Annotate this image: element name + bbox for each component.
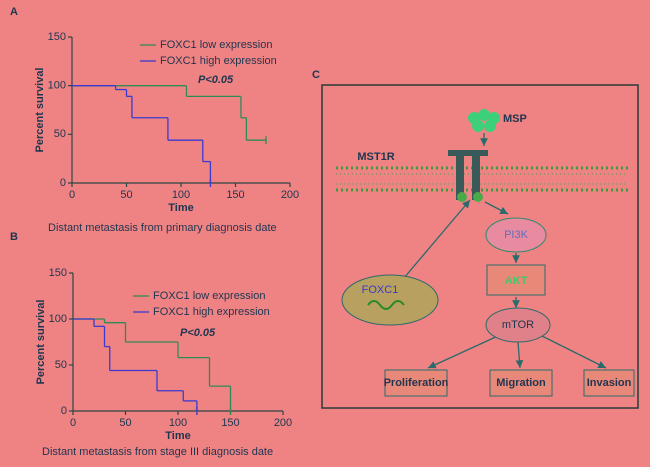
mtor-node [485,307,551,343]
x-tick-label: 200 [274,417,292,429]
x-tick-label: 0 [70,417,76,429]
x-tick-label: 150 [221,417,239,429]
diagram: C MSP MST1R FOXC1 PI3K AKT mTOR Prolifer… [312,69,639,409]
caption: Distant metastasis from primary diagnosi… [48,222,277,234]
membrane-tails [336,173,628,185]
gene-label: FOXC1 [362,284,399,296]
msp-icon [468,109,500,132]
x-axis-label: Time [165,430,190,442]
node-label: PI3K [504,229,529,241]
x-tick-label: 50 [119,417,131,429]
y-axis-label: Percent survival [34,68,46,153]
legend-label: FOXC1 high expression [160,55,277,67]
outcome-box [384,369,448,397]
outcome-box [583,369,635,397]
dna-icon [367,300,405,310]
annotation: P<0.05 [180,327,216,339]
foxc1-node [341,274,439,326]
y-tick-label: 50 [55,359,67,371]
receptor-label: MST1R [357,151,394,163]
x-tick-label: 100 [169,417,187,429]
x-tick-label: 100 [172,189,190,201]
outcome-label: Invasion [587,377,632,389]
node-label: AKT [505,275,528,287]
y-tick-label: 0 [60,177,66,189]
y-tick-label: 0 [61,405,67,417]
y-axis-label: Percent survival [35,300,47,385]
phospho [457,192,467,202]
membrane [336,166,628,192]
panel-label: A [10,6,18,18]
y-tick-label: 150 [48,31,66,43]
outcome-label: Proliferation [384,377,449,389]
panel-label: B [10,231,18,243]
ligand-label: MSP [503,113,527,125]
annotation: P<0.05 [198,74,234,86]
legend-label: FOXC1 low expression [153,290,266,302]
x-tick-label: 150 [226,189,244,201]
node-label: mTOR [502,319,534,331]
x-tick-label: 50 [120,189,132,201]
phospho [473,192,483,202]
x-tick-label: 0 [69,189,75,201]
y-tick-label: 150 [49,267,67,279]
caption: Distant metastasis from stage III diagno… [42,446,273,458]
akt-node [486,264,546,296]
y-tick-label: 100 [48,80,66,92]
receptor [448,150,488,200]
panel-label: C [312,69,320,81]
diagram-frame [321,84,639,409]
legend-label: FOXC1 low expression [160,39,273,51]
y-tick-label: 100 [49,313,67,325]
y-tick-label: 50 [54,128,66,140]
x-axis-label: Time [168,202,193,214]
arrows [397,133,607,369]
outcome-label: Migration [496,377,546,389]
legend-label: FOXC1 high expression [153,306,270,318]
x-tick-label: 200 [281,189,299,201]
pi3k-node [485,217,547,253]
outcome-box [489,369,553,397]
